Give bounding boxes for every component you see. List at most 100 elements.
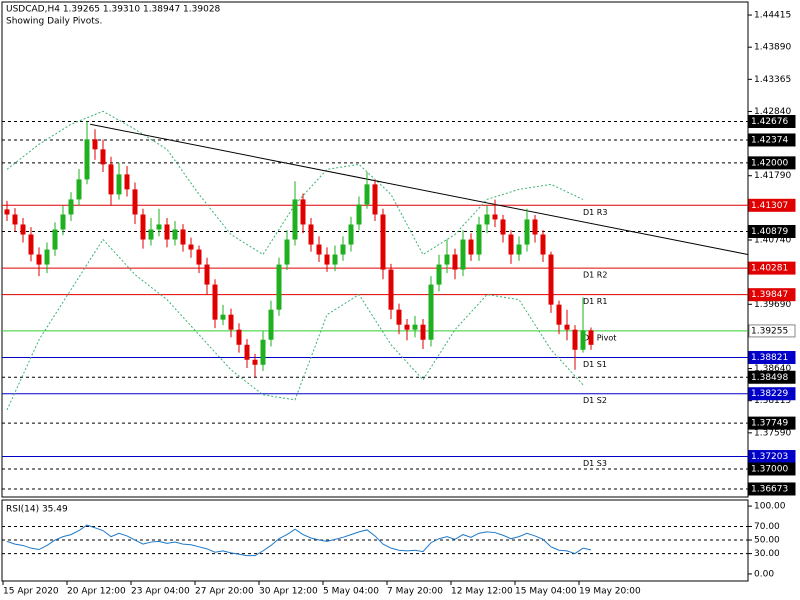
level-tag-label: 1.40281 <box>751 264 788 274</box>
candle-body <box>388 269 394 310</box>
candle-body <box>348 224 354 245</box>
level-tag <box>748 462 796 476</box>
candle-body <box>52 229 58 250</box>
candle-body <box>212 284 218 320</box>
main-plot: D1 R3 D1 R2 D1 R1 D1 Pivot D1 S1 D1 S2 D1 S3 <box>2 110 748 490</box>
level-name: D1 R1 <box>583 297 607 306</box>
candle-body <box>452 254 458 270</box>
y-tick-label: 1.43890 <box>754 43 791 53</box>
x-tick-label: 27 Apr 20:00 <box>195 587 254 597</box>
axes: 1.44415 1.43890 1.43365 1.42840 1.41790 1.407… <box>2 11 796 597</box>
candle-body <box>84 139 90 180</box>
candle-body <box>220 314 226 320</box>
candle-body <box>460 239 466 270</box>
candle-body <box>500 219 506 235</box>
level-tag <box>748 133 796 147</box>
candle-body <box>564 324 570 330</box>
x-tick-label: 20 Apr 12:00 <box>67 587 126 597</box>
candle-body <box>444 254 450 265</box>
candle-body <box>20 224 26 235</box>
candle-body <box>108 164 114 195</box>
candle-body <box>292 199 298 240</box>
candle-body <box>148 229 154 240</box>
y-tick-label: 1.39690 <box>754 300 791 310</box>
level-tag-label: 1.38821 <box>751 353 788 363</box>
candle-body <box>12 214 18 225</box>
x-tick-label: 23 Apr 04:00 <box>131 587 190 597</box>
candle-body <box>524 219 530 245</box>
level-tag-label: 1.38229 <box>751 389 788 399</box>
level-tag-label: 1.37203 <box>751 452 788 462</box>
level-tag <box>748 324 796 338</box>
candle-body <box>316 244 322 255</box>
candle-body <box>244 344 250 360</box>
level-tag-label: 1.42000 <box>751 158 788 168</box>
candle-body <box>420 324 426 340</box>
candle-body <box>36 254 42 265</box>
y-tick-label: 30.00 <box>754 549 780 559</box>
level-tag <box>748 156 796 170</box>
candle-body <box>196 249 202 265</box>
candle-body <box>532 219 538 235</box>
candle-body <box>412 324 418 330</box>
level-tag-label: 1.40879 <box>751 227 788 237</box>
level-name: D1 S2 <box>583 396 607 405</box>
candle-body <box>68 199 74 215</box>
candle-body <box>364 184 370 205</box>
y-tick-label: 1.44415 <box>754 11 791 21</box>
x-tick-label: 7 May 20:00 <box>387 587 443 597</box>
candle-body <box>508 234 514 255</box>
level-tag <box>748 114 796 128</box>
candle-body <box>396 309 402 325</box>
candle-body <box>76 179 82 200</box>
level-tag <box>748 225 796 239</box>
candle-body <box>228 314 234 330</box>
level-name: D1 R2 <box>583 271 607 280</box>
candle-body <box>340 244 346 255</box>
candle-body <box>180 229 186 245</box>
level-tag-label: 1.37000 <box>751 464 788 474</box>
level-name: D1 S3 <box>583 459 607 468</box>
y-tick-label: 1.43365 <box>754 75 791 85</box>
candle-body <box>156 224 162 230</box>
candle-body <box>380 214 386 270</box>
candle-body <box>236 329 242 345</box>
x-tick-label: 15 May 04:00 <box>515 587 577 597</box>
candle-body <box>204 264 210 285</box>
x-tick-label: 30 Apr 12:00 <box>259 587 318 597</box>
candle-body <box>252 359 258 365</box>
y-tick-label: 1.38115 <box>754 396 791 406</box>
candle-body <box>188 244 194 250</box>
candle-body <box>580 330 586 350</box>
y-tick-label: 1.42840 <box>754 107 791 117</box>
candle-body <box>404 324 410 330</box>
candle-body <box>372 184 378 215</box>
chart-title: USDCAD,H4 1.39265 1.39310 1.38947 1.3902… <box>6 5 221 15</box>
candle-body <box>556 304 562 325</box>
candle-body <box>164 224 170 240</box>
level-tag-label: 1.42374 <box>751 135 788 145</box>
candle-body <box>100 149 106 165</box>
candle-body <box>260 339 266 365</box>
level-tag-label: 1.39847 <box>751 290 788 300</box>
y-tick-label: 0.00 <box>754 569 774 579</box>
candle-body <box>60 214 66 230</box>
candle-body <box>140 214 146 240</box>
candle-body <box>268 309 274 340</box>
candle-body <box>428 284 434 340</box>
candle-body <box>44 249 50 265</box>
candle-body <box>572 329 578 350</box>
bollinger-lower <box>6 238 584 411</box>
bollinger-upper <box>6 110 584 256</box>
level-tag <box>748 482 796 496</box>
candle-body <box>116 174 122 195</box>
level-tag-label: 1.42676 <box>751 117 788 127</box>
main-pane <box>1 1 749 498</box>
candle-body <box>540 234 546 255</box>
y-tick-label: 1.38640 <box>754 364 791 374</box>
rsi-plot <box>2 524 748 557</box>
candle-body <box>332 254 338 265</box>
level-tag-label: 1.36673 <box>751 484 788 494</box>
level-tag <box>748 288 796 302</box>
